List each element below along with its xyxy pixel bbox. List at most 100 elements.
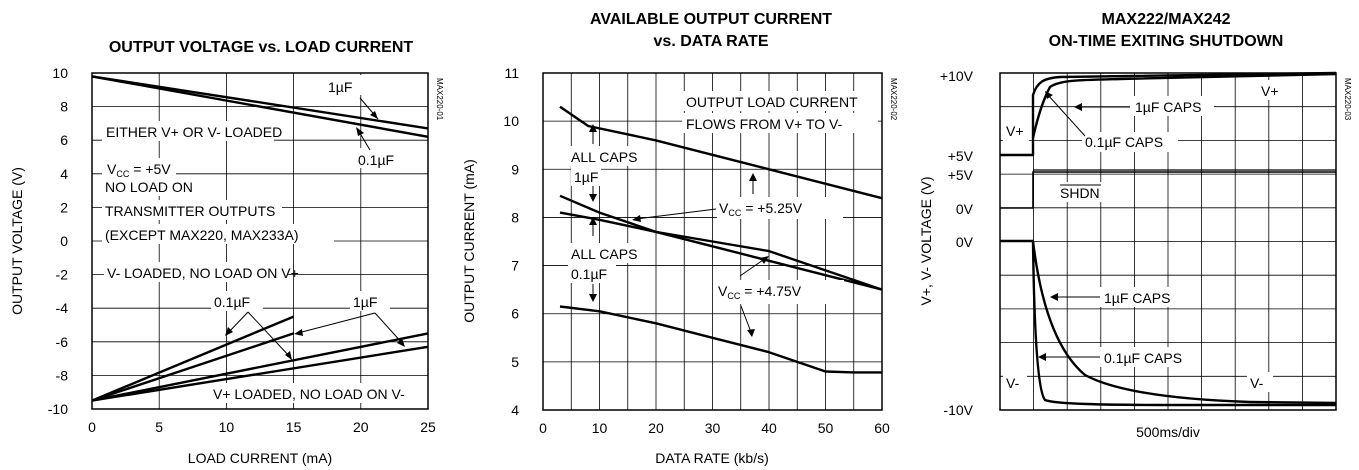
series-line-1 bbox=[559, 105, 883, 200]
trace-vplus-01uf bbox=[1031, 71, 1337, 138]
chart1-x-ticks: 0 5 10 15 20 25 bbox=[88, 419, 436, 435]
series-line-3 bbox=[559, 211, 883, 291]
chart1-code: MAX220-01 bbox=[435, 78, 444, 121]
chart3-annot-1uf: 1µF CAPS bbox=[1135, 99, 1201, 115]
chart2-annot-vcc1: VCC = +5.25V bbox=[719, 200, 803, 218]
chart3-annot-vminus2: V- bbox=[1250, 375, 1264, 391]
y-tick-label: 6 bbox=[511, 306, 519, 322]
chart3-arrowhead bbox=[1038, 353, 1046, 361]
chart2-arrowhead bbox=[589, 217, 597, 225]
chart1-label-bg bbox=[324, 75, 366, 95]
series-line-2 bbox=[559, 194, 883, 291]
chart3-annot-vminus: V- bbox=[1006, 375, 1020, 391]
y-tick-label: 10 bbox=[52, 65, 68, 81]
chart1-annot-vplus: V+ LOADED, NO LOAD ON V- bbox=[213, 386, 405, 402]
chart3-y-marker: +10V bbox=[940, 68, 974, 84]
chart3-label-bg bbox=[1130, 96, 1214, 116]
series-line-6 bbox=[91, 345, 429, 402]
chart2-arrowhead bbox=[760, 256, 769, 264]
chart1-annot-either: EITHER V+ OR V- LOADED bbox=[106, 124, 282, 140]
chart3-label-bg bbox=[1100, 347, 1196, 367]
chart1-y-ticks: 10 8 6 4 2 0 -2 -4 -6 -8 -10 bbox=[48, 65, 68, 417]
x-tick-label: 30 bbox=[705, 420, 721, 436]
chart3-arrowhead bbox=[1074, 103, 1082, 111]
chart2-x-axis-label: DATA RATE (kb/s) bbox=[655, 450, 769, 466]
chart3-y-marker: 0V bbox=[956, 234, 974, 250]
y-tick-label: 10 bbox=[503, 113, 519, 129]
chart3-y-marker: -10V bbox=[943, 402, 973, 418]
chart1-annot-noload1: NO LOAD ON bbox=[105, 179, 193, 195]
x-tick-label: 10 bbox=[592, 420, 608, 436]
chart2-arrow bbox=[739, 257, 767, 277]
chart1-label-bg bbox=[102, 121, 274, 141]
chart3-label-bg bbox=[1082, 132, 1178, 152]
x-tick-label: 60 bbox=[874, 420, 890, 436]
chart1-label-bg bbox=[102, 224, 334, 244]
x-tick-label: 20 bbox=[353, 419, 369, 435]
x-tick-label: 40 bbox=[761, 420, 777, 436]
chart2-arrowhead bbox=[589, 194, 597, 202]
chart1-annot-vcc: VCC = +5V bbox=[107, 161, 171, 179]
chart1-label-bg bbox=[350, 291, 390, 311]
chart1-arrowhead bbox=[294, 329, 303, 336]
y-tick-label: 8 bbox=[511, 209, 519, 225]
series-line-2 bbox=[91, 75, 429, 138]
y-tick-label: 11 bbox=[504, 65, 519, 81]
chart2-title-line2: vs. DATA RATE bbox=[654, 33, 769, 50]
chart1-y-axis-label: OUTPUT VOLTAGE (V) bbox=[9, 167, 25, 315]
chart1-arrowhead bbox=[225, 327, 233, 336]
chart3-annot-01uf-b: 0.1µF CAPS bbox=[1104, 350, 1182, 366]
chart2-label-bg bbox=[682, 91, 878, 111]
chart3-label-bg bbox=[1258, 80, 1286, 100]
chart2-annot-flow1: OUTPUT LOAD CURRENT bbox=[686, 94, 858, 110]
chart3-y-axis-label: V+, V- VOLTAGE (V) bbox=[918, 176, 934, 305]
y-tick-label: 7 bbox=[511, 258, 519, 274]
chart2-arrowhead bbox=[747, 329, 755, 337]
chart2-annot-allcaps2: ALL CAPS bbox=[571, 246, 637, 262]
chart2-arrowhead bbox=[749, 173, 757, 181]
chart3-arrowhead bbox=[1045, 91, 1053, 99]
series-line-3 bbox=[91, 315, 295, 402]
chart1-arrow bbox=[247, 311, 291, 358]
y-tick-label: 6 bbox=[60, 132, 68, 148]
chart1-arrow bbox=[297, 312, 376, 334]
chart3-y-marker: 0V bbox=[956, 201, 974, 217]
series-line-1 bbox=[91, 75, 429, 130]
trace-vplus-1uf bbox=[1000, 72, 1337, 157]
chart2-annot-vcc2: VCC = +4.75V bbox=[718, 283, 802, 301]
x-tick-label: 0 bbox=[539, 420, 547, 436]
y-tick-label: 4 bbox=[511, 402, 519, 418]
chart-on-time: MAX222/MAX242 ON-TIME EXITING SHUTDOWN M… bbox=[918, 11, 1352, 440]
chart2-label-bg bbox=[571, 166, 601, 186]
chart-output-current: AVAILABLE OUTPUT CURRENT vs. DATA RATE 1… bbox=[461, 11, 898, 466]
chart2-arrowhead bbox=[632, 215, 641, 222]
chart3-label-bg bbox=[1003, 121, 1029, 141]
x-tick-label: 50 bbox=[818, 420, 834, 436]
chart3-label-bg bbox=[1247, 372, 1273, 392]
y-tick-label: 9 bbox=[511, 161, 519, 177]
chart2-arrow bbox=[635, 208, 717, 220]
chart2-y-axis-label: OUTPUT CURRENT (mA) bbox=[461, 159, 477, 323]
chart1-arrowhead bbox=[285, 351, 292, 360]
x-tick-label: 25 bbox=[420, 419, 436, 435]
chart2-y-ticks: 11 10 9 8 7 6 5 4 bbox=[503, 65, 519, 418]
x-tick-label: 15 bbox=[286, 419, 302, 435]
chart1-arrow bbox=[227, 311, 249, 334]
chart3-arrow bbox=[1047, 94, 1086, 137]
chart3-x-axis-label: 500ms/div bbox=[1136, 424, 1200, 440]
chart2-label-bg bbox=[717, 197, 843, 219]
chart1-annot-1uf: 1µF bbox=[328, 79, 352, 95]
chart1-annot-01uf-b: 0.1µF bbox=[214, 294, 250, 310]
y-tick-label: -4 bbox=[56, 300, 69, 316]
chart2-arrow bbox=[740, 305, 752, 333]
chart3-arrowhead bbox=[1050, 293, 1058, 301]
y-tick-label: 2 bbox=[60, 199, 68, 215]
chart1-label-bg bbox=[102, 200, 282, 220]
chart2-annot-1uf: 1µF bbox=[574, 169, 598, 185]
chart3-y-marker: +5V bbox=[948, 148, 974, 164]
chart1-annot-1uf-b: 1µF bbox=[353, 294, 377, 310]
chart2-annot-01uf: 0.1µF bbox=[571, 266, 607, 282]
chart1-arrowhead bbox=[397, 338, 405, 347]
chart3-label-bg bbox=[1054, 182, 1104, 202]
